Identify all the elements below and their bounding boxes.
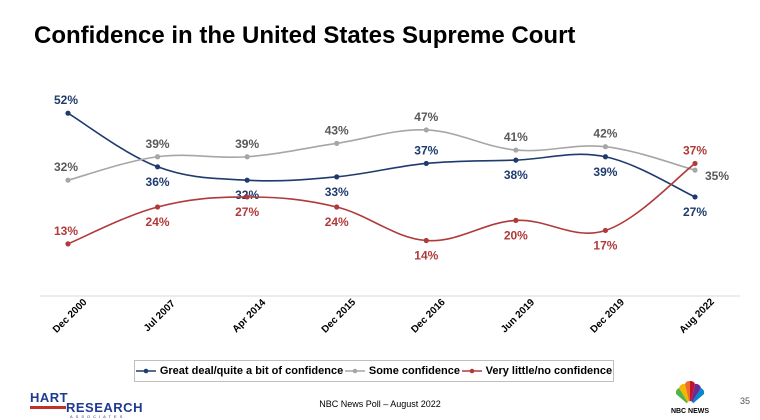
x-tick-label: Jul 2007 [142, 298, 178, 334]
legend-item-some: Some confidence [344, 365, 460, 377]
data-label-very-little: 14% [414, 249, 438, 263]
data-point-very-little [244, 194, 250, 200]
data-label-very-little: 37% [683, 143, 707, 157]
data-label-very-little: 24% [325, 215, 349, 229]
data-label-very-little: 17% [593, 238, 617, 252]
x-tick-label: Jun 2019 [499, 297, 537, 335]
x-tick-label: Dec 2015 [320, 297, 359, 336]
data-label-great-deal: 52% [54, 93, 78, 107]
data-point-very-little [602, 227, 609, 234]
data-point-great-deal [334, 174, 340, 180]
data-label-some: 41% [504, 130, 528, 144]
legend-item-great-deal: Great deal/quite a bit of confidence [135, 365, 344, 377]
data-point-very-little [423, 237, 429, 244]
data-point-great-deal [602, 154, 609, 160]
data-point-very-little [154, 204, 161, 210]
legend-swatch-some [344, 368, 365, 374]
page-number: 35 [739, 396, 750, 406]
data-label-great-deal: 37% [414, 143, 438, 157]
legend-label-very-little: Very little/no confidence [485, 365, 613, 377]
hart-research-logo: HART RESEARCH ASSOCIATES [30, 390, 143, 419]
data-point-great-deal [154, 164, 161, 170]
data-label-some: 43% [325, 123, 349, 137]
data-label-great-deal: 39% [593, 165, 617, 179]
hart-logo-sub: ASSOCIATES [70, 414, 126, 419]
data-label-very-little: 27% [235, 205, 259, 219]
legend-item-very-little: Very little/no confidence [461, 365, 613, 377]
x-tick-label: Dec 2000 [51, 297, 90, 336]
data-point-some [334, 140, 340, 146]
nbc-news-logo: NBC NEWS [670, 378, 710, 418]
data-point-some [602, 144, 609, 150]
data-label-very-little: 13% [54, 224, 78, 238]
legend-swatch-very-little [461, 368, 482, 374]
data-label-great-deal: 27% [683, 205, 707, 219]
data-label-some: 47% [414, 110, 438, 124]
data-point-some [423, 127, 429, 133]
data-point-very-little [513, 217, 519, 223]
data-point-great-deal [65, 110, 71, 116]
data-point-some [692, 167, 698, 173]
hart-logo-line1: HART [30, 390, 69, 405]
data-label-great-deal: 33% [325, 185, 349, 199]
line-chart: Dec 2000 Jul 2007 Apr 2014 Dec 2015 Dec 2016… [40, 93, 740, 336]
data-label-very-little: 24% [146, 215, 170, 229]
data-label-some: 35% [705, 169, 729, 183]
data-point-very-little [334, 204, 340, 210]
footer-source: NBC News Poll – August 2022 [319, 399, 441, 409]
hart-logo-line2: RESEARCH [66, 400, 143, 415]
data-label-great-deal: 36% [146, 175, 170, 189]
data-point-great-deal [513, 157, 519, 163]
data-point-some [154, 154, 161, 160]
chart-title: Confidence in the United States Supreme … [34, 22, 576, 49]
data-point-some [65, 177, 71, 183]
data-label-some: 32% [54, 160, 78, 174]
x-tick-label: Aug 2022 [678, 296, 718, 336]
data-label-great-deal: 38% [504, 168, 528, 182]
legend-swatch-great-deal [135, 368, 156, 374]
x-tick-label: Dec 2019 [588, 297, 627, 336]
data-point-very-little [692, 160, 698, 167]
data-label-very-little: 20% [504, 228, 528, 242]
data-label-some: 42% [593, 127, 617, 141]
x-tick-label: Dec 2016 [409, 297, 448, 336]
data-label-some: 39% [235, 137, 259, 151]
data-label-some: 39% [146, 137, 170, 151]
data-point-very-little [65, 241, 71, 247]
data-point-great-deal [244, 177, 250, 183]
data-point-some [244, 154, 250, 160]
series-line-some [67, 129, 696, 181]
data-point-some [513, 147, 519, 153]
nbc-logo-text: NBC NEWS [670, 408, 710, 415]
data-point-great-deal [423, 160, 429, 167]
peacock-icon [675, 380, 705, 407]
x-tick-label: Apr 2014 [231, 297, 269, 335]
legend-label-great-deal: Great deal/quite a bit of confidence [159, 365, 344, 377]
hart-logo-bar [30, 406, 66, 409]
legend-label-some: Some confidence [368, 365, 460, 377]
chart-legend: Great deal/quite a bit of confidence Som… [134, 360, 614, 382]
data-point-great-deal [692, 194, 698, 200]
